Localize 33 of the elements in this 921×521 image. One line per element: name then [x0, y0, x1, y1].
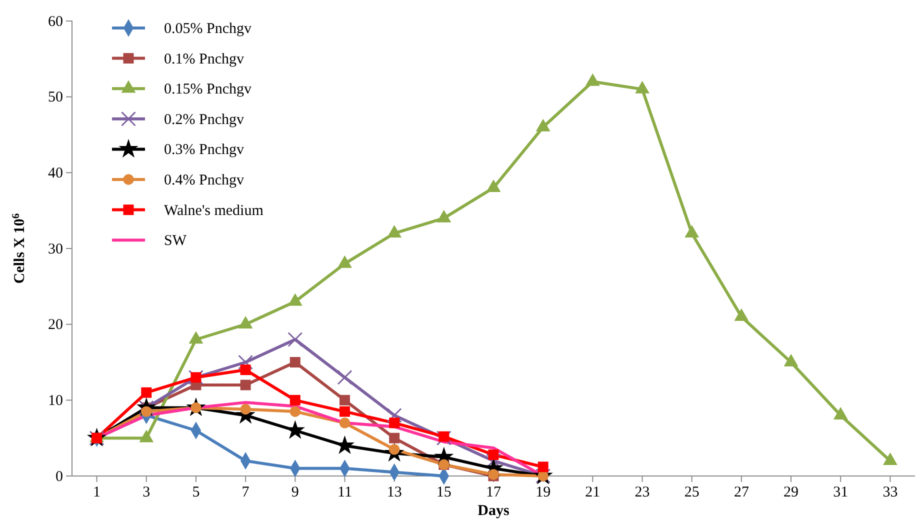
legend-label: 0.3% Pnchgv	[164, 142, 244, 158]
x-tick-label: 11	[338, 484, 352, 501]
x-tick-label: 3	[142, 484, 150, 501]
x-axis-title: Days	[478, 503, 510, 519]
y-tick-label: 30	[48, 241, 63, 258]
x-tick-label: 7	[242, 484, 250, 501]
y-tick-label: 40	[48, 165, 63, 182]
x-tick-label: 25	[684, 484, 700, 501]
legend-label: 0.05% Pnchgv	[164, 21, 252, 37]
x-tick-label: 9	[291, 484, 299, 501]
x-tick-label: 17	[486, 484, 502, 501]
x-tick-label: 1	[93, 484, 101, 501]
x-tick-label: 13	[386, 484, 402, 501]
legend-label: SW	[164, 233, 188, 250]
y-tick-label: 50	[48, 90, 63, 106]
y-tick-label: 60	[48, 14, 63, 30]
legend-label: Walne's medium	[164, 202, 264, 219]
x-tick-label: 5	[192, 484, 200, 501]
x-tick-label: 19	[536, 484, 551, 501]
x-tick-label: 21	[585, 484, 600, 501]
y-tick-label: 20	[48, 317, 63, 334]
x-tick-label: 31	[833, 484, 848, 501]
legend-label: 0.15% Pnchgv	[164, 82, 252, 98]
x-tick-label: 29	[784, 484, 799, 501]
x-tick-label: 23	[634, 484, 650, 501]
x-tick-label: 15	[436, 484, 452, 501]
legend-label: 0.2% Pnchgv	[164, 112, 244, 128]
x-tick-label: 33	[882, 484, 898, 501]
y-tick-label: 10	[48, 392, 63, 409]
legend-label: 0.1% Pnchgv	[164, 51, 244, 68]
legend-label: 0.4% Pnchgv	[164, 172, 244, 188]
y-tick-label: 0	[56, 468, 63, 485]
x-tick-label: 27	[734, 484, 750, 501]
